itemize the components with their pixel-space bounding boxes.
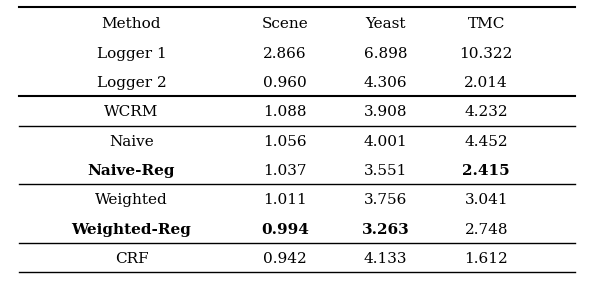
Text: 4.232: 4.232	[465, 105, 508, 120]
Text: Weighted: Weighted	[95, 193, 168, 208]
Text: TMC: TMC	[467, 18, 505, 32]
Text: 1.056: 1.056	[263, 135, 307, 149]
Text: Scene: Scene	[262, 18, 308, 32]
Text: 2.415: 2.415	[462, 164, 510, 178]
Text: Naive-Reg: Naive-Reg	[88, 164, 175, 178]
Text: 1.088: 1.088	[263, 105, 307, 120]
Text: Logger 2: Logger 2	[97, 76, 166, 90]
Text: 4.001: 4.001	[364, 135, 407, 149]
Text: 0.942: 0.942	[263, 252, 307, 266]
Text: CRF: CRF	[115, 252, 148, 266]
Text: 3.263: 3.263	[362, 223, 409, 237]
Text: 3.908: 3.908	[364, 105, 407, 120]
Text: 2.748: 2.748	[465, 223, 508, 237]
Text: Weighted-Reg: Weighted-Reg	[71, 223, 191, 237]
Text: WCRM: WCRM	[105, 105, 159, 120]
Text: 1.011: 1.011	[263, 193, 307, 208]
Text: 6.898: 6.898	[364, 47, 407, 61]
Text: 4.133: 4.133	[364, 252, 407, 266]
Text: Method: Method	[102, 18, 161, 32]
Text: Naive: Naive	[109, 135, 154, 149]
Text: 3.041: 3.041	[465, 193, 508, 208]
Text: 4.306: 4.306	[364, 76, 407, 90]
Text: Yeast: Yeast	[365, 18, 406, 32]
Text: 1.037: 1.037	[263, 164, 307, 178]
Text: 1.612: 1.612	[465, 252, 508, 266]
Text: 2.866: 2.866	[263, 47, 307, 61]
Text: 10.322: 10.322	[460, 47, 513, 61]
Text: 0.960: 0.960	[263, 76, 307, 90]
Text: 0.994: 0.994	[261, 223, 309, 237]
Text: 2.014: 2.014	[465, 76, 508, 90]
Text: 3.551: 3.551	[364, 164, 407, 178]
Text: Logger 1: Logger 1	[97, 47, 166, 61]
Text: 4.452: 4.452	[465, 135, 508, 149]
Text: 3.756: 3.756	[364, 193, 407, 208]
